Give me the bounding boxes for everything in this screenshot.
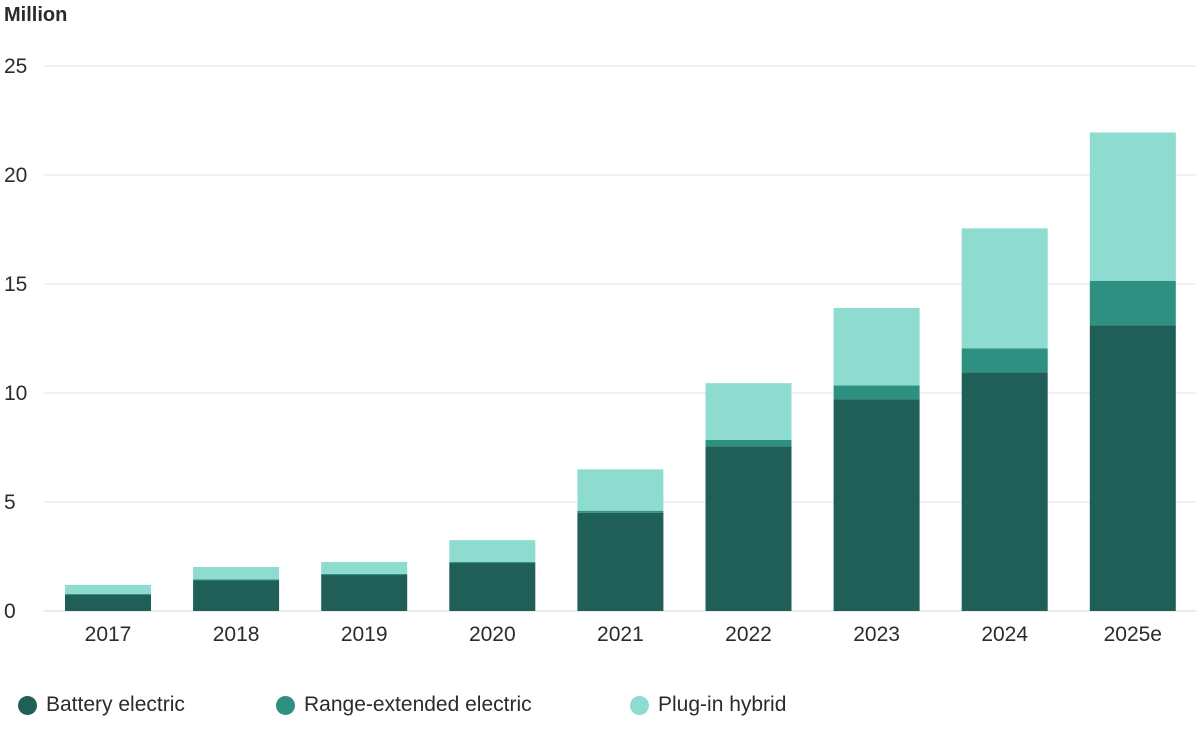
bar-2017-range-extended-electric [65,593,151,595]
bar-2019-battery-electric [321,575,408,611]
legend-label-plug-in-hybrid: Plug-in hybrid [658,693,787,716]
y-tick-label-15: 15 [4,273,27,296]
bar-2018-range-extended-electric [193,579,280,581]
x-tick-label-2021: 2021 [597,623,644,646]
bar-2020-range-extended-electric [449,561,536,564]
legend-label-battery-electric: Battery electric [46,693,185,716]
x-tick-label-2018: 2018 [213,623,260,646]
legend-item-battery-electric: Battery electric [18,690,185,720]
bar-2020-battery-electric [449,563,536,611]
legend-swatch-battery-electric [18,695,37,715]
x-axis-ticks: 2017 2018 2019 2020 2021 2022 2023 2024 2025e [85,623,1162,646]
x-tick-label-2022: 2022 [725,623,772,646]
bar-2017-battery-electric [65,594,151,611]
legend-swatch-range-extended-electric [276,695,295,715]
legend-label-range-extended-electric: Range-extended electric [304,693,532,716]
bar-2022-plug-in-hybrid [705,383,792,440]
bar-2023-range-extended-electric [833,385,920,400]
y-tick-label-20: 20 [4,164,27,187]
bars [65,132,1176,611]
legend-swatch-plug-in-hybrid [630,695,649,715]
bar-2025e-plug-in-hybrid [1089,132,1176,281]
bar-2021-range-extended-electric [577,510,664,513]
x-tick-label-2024: 2024 [981,623,1028,646]
y-axis-unit-label: Million [4,4,67,26]
bar-2022-battery-electric [705,446,792,611]
bar-2022-range-extended-electric [705,439,792,447]
bar-2024-range-extended-electric [961,348,1048,373]
bar-2021-battery-electric [577,512,664,611]
x-tick-label-2019: 2019 [341,623,388,646]
bar-2025e-battery-electric [1089,325,1176,611]
bar-2023-plug-in-hybrid [833,307,920,386]
bar-2018-battery-electric [193,580,280,611]
bar-2019-plug-in-hybrid [321,561,408,574]
y-tick-label-0: 0 [4,600,16,623]
legend: Battery electric Range-extended electric… [18,690,1018,720]
bar-2019-range-extended-electric [321,573,408,576]
x-tick-label-2025e: 2025e [1104,623,1162,646]
x-tick-label-2023: 2023 [853,623,900,646]
y-tick-label-10: 10 [4,382,27,405]
y-tick-label-25: 25 [4,55,27,78]
legend-item-range-extended-electric: Range-extended electric [276,690,532,720]
x-tick-label-2020: 2020 [469,623,516,646]
bar-2020-plug-in-hybrid [449,540,536,562]
y-axis-ticks: 0 5 10 15 20 25 [4,55,27,623]
legend-item-plug-in-hybrid: Plug-in hybrid [630,690,786,720]
bar-2025e-range-extended-electric [1089,280,1176,326]
x-tick-label-2017: 2017 [85,623,132,646]
bar-2017-plug-in-hybrid [65,584,151,594]
bar-2023-battery-electric [833,399,920,611]
bar-2024-battery-electric [961,372,1048,611]
y-tick-label-5: 5 [4,491,16,514]
bar-2024-plug-in-hybrid [961,228,1048,349]
bar-2021-plug-in-hybrid [577,469,664,511]
bar-2018-plug-in-hybrid [193,566,280,580]
